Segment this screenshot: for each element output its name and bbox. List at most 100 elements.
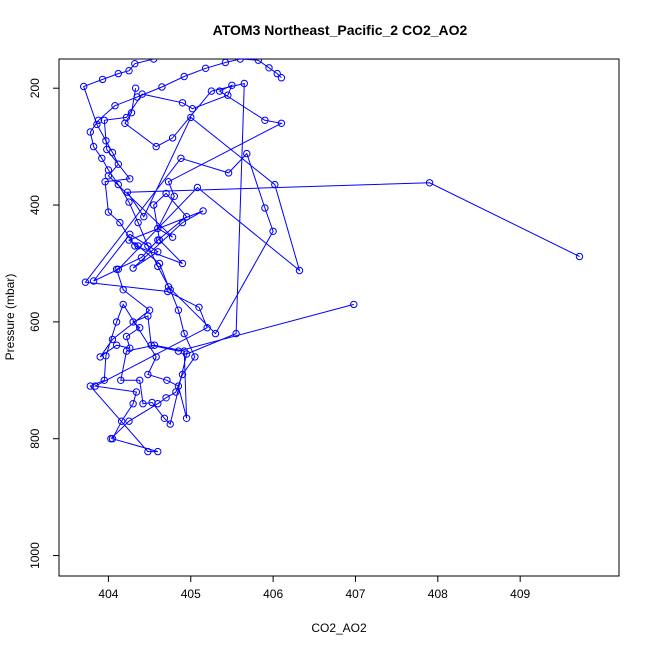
data-point	[111, 102, 119, 110]
y-tick-label: 800	[28, 428, 42, 448]
data-point	[243, 149, 251, 158]
series-line-2	[83, 59, 354, 358]
data-point	[80, 82, 88, 91]
data-point	[162, 394, 170, 402]
data-point	[86, 128, 95, 136]
data-point	[94, 116, 103, 125]
data-point	[139, 400, 147, 408]
data-point	[93, 120, 101, 129]
data-point	[148, 398, 156, 407]
series-layer	[80, 59, 584, 456]
data-point	[125, 417, 133, 425]
data-point	[122, 332, 131, 341]
data-point	[221, 59, 230, 67]
data-point	[119, 286, 127, 294]
data-point	[101, 178, 109, 186]
data-point	[154, 262, 162, 271]
data-point	[114, 180, 123, 189]
data-point	[265, 64, 273, 72]
data-point	[81, 278, 90, 286]
data-point	[117, 376, 125, 384]
data-point	[117, 417, 126, 425]
data-point	[211, 329, 220, 338]
y-tick-label: 1000	[28, 542, 42, 569]
data-point	[187, 113, 195, 122]
data-point	[168, 233, 177, 241]
data-point	[100, 116, 109, 125]
data-point	[107, 435, 115, 443]
data-point	[166, 286, 174, 294]
x-tick-label: 405	[181, 587, 201, 601]
data-point	[170, 192, 179, 201]
data-point	[254, 59, 262, 64]
data-point	[228, 81, 236, 90]
data-point	[232, 329, 240, 338]
data-point	[154, 224, 162, 233]
data-point	[114, 160, 123, 168]
data-point	[98, 75, 107, 84]
data-point	[112, 265, 121, 273]
data-point	[215, 87, 224, 95]
y-axis-label: Pressure (mbar)	[3, 274, 17, 361]
data-point	[112, 318, 121, 326]
y-axis: 200 400 600 800 1000	[28, 78, 59, 569]
data-point	[174, 306, 183, 314]
data-point	[178, 99, 187, 107]
data-point	[163, 376, 171, 384]
data-point	[150, 201, 158, 209]
data-point	[273, 69, 281, 78]
data-point	[158, 83, 166, 91]
data-point	[122, 113, 131, 122]
data-point	[261, 204, 269, 212]
data-point	[154, 447, 162, 456]
data-point	[199, 207, 207, 215]
data-point	[131, 60, 139, 68]
data-point	[91, 382, 99, 390]
series-line-1	[84, 82, 580, 453]
data-point	[145, 306, 154, 314]
data-point	[123, 188, 132, 196]
chart-title: ATOM3 Northeast_Pacific_2 CO2_AO2	[213, 22, 468, 38]
data-point	[126, 344, 134, 352]
data-point	[180, 329, 188, 338]
data-point	[174, 347, 183, 355]
x-tick-label: 409	[510, 587, 530, 601]
data-point	[112, 341, 121, 349]
data-point	[188, 105, 197, 113]
data-point	[129, 400, 137, 408]
data-point	[125, 67, 133, 75]
y-tick-label: 200	[28, 78, 42, 98]
data-point	[154, 400, 162, 408]
data-point	[240, 79, 249, 88]
data-point	[172, 388, 180, 396]
data-point	[129, 318, 137, 326]
data-point	[136, 324, 144, 332]
data-point	[154, 248, 162, 256]
data-point	[160, 414, 169, 422]
series-line-3	[89, 59, 282, 440]
data-point	[575, 252, 584, 261]
data-point	[137, 253, 146, 262]
data-point	[129, 264, 137, 272]
data-point	[119, 300, 127, 309]
x-tick-label: 406	[263, 587, 283, 601]
data-point	[195, 303, 203, 311]
data-point	[96, 353, 104, 361]
data-point	[144, 242, 152, 250]
data-point	[425, 179, 434, 187]
data-point	[177, 154, 185, 163]
data-point	[104, 172, 113, 180]
data-point	[144, 447, 152, 456]
data-point	[131, 84, 140, 92]
data-point	[164, 178, 173, 186]
data-point	[236, 59, 244, 63]
data-point	[147, 341, 155, 349]
data-point	[269, 227, 277, 236]
x-tick-label: 408	[428, 587, 448, 601]
data-point	[271, 180, 279, 189]
data-point	[152, 142, 160, 151]
data-point	[102, 137, 110, 145]
data-point	[136, 376, 144, 384]
plot-frame	[58, 58, 620, 577]
